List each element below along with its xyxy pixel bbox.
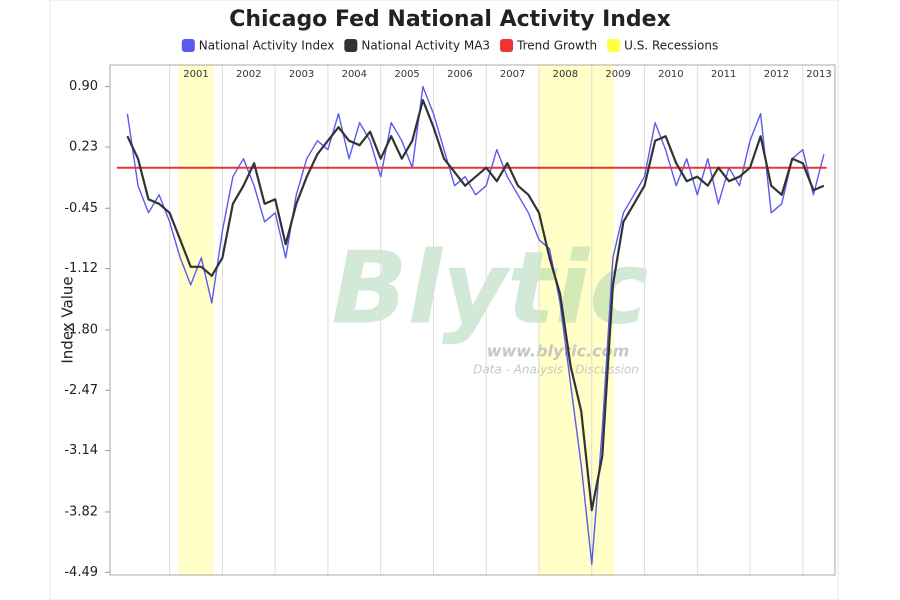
y-tick-label: 0.90 — [69, 79, 98, 94]
y-tick-label: -3.14 — [64, 443, 98, 458]
x-tick-label: 2013 — [806, 69, 831, 80]
watermark-brand: Blytic — [331, 229, 648, 346]
x-tick-label: 2004 — [342, 69, 367, 80]
y-tick-label: -1.12 — [64, 261, 98, 276]
legend-swatch — [181, 39, 195, 52]
y-tick-label: 0.23 — [69, 139, 98, 154]
y-tick-label: -1.80 — [64, 322, 98, 337]
watermark-tagline: Data - Analysis - Discussion — [473, 363, 639, 377]
legend: National Activity Index National Activity… — [181, 39, 718, 53]
x-tick-label: 2002 — [236, 69, 261, 80]
x-tick-label: 2011 — [711, 69, 736, 80]
recession-band — [537, 65, 614, 575]
x-tick-label: 2001 — [183, 69, 208, 80]
x-tick-label: 2009 — [605, 69, 630, 80]
recession-band — [178, 65, 214, 575]
chart-frame — [49, 0, 839, 600]
x-tick-label: 2006 — [447, 69, 472, 80]
plot-border — [109, 64, 836, 576]
x-tick-label: 2012 — [764, 69, 789, 80]
legend-swatch — [344, 39, 358, 52]
legend-swatch — [607, 39, 621, 52]
series-line — [126, 85, 825, 565]
y-tick-label: -4.49 — [64, 565, 98, 580]
chart-title: Chicago Fed National Activity Index — [229, 7, 671, 32]
legend-swatch — [500, 39, 514, 52]
y-axis-label: Index Value — [59, 276, 77, 363]
x-tick-label: 2008 — [553, 69, 578, 80]
y-tick-label: -2.47 — [64, 383, 98, 398]
legend-label: National Activity MA3 — [361, 39, 490, 53]
series-line — [126, 99, 825, 512]
x-tick-label: 2003 — [289, 69, 314, 80]
legend-label: U.S. Recessions — [624, 39, 718, 53]
legend-label: National Activity Index — [199, 39, 335, 53]
watermark-url: www.blytic.com — [487, 342, 630, 361]
legend-label: Trend Growth — [516, 39, 597, 53]
x-tick-label: 2007 — [500, 69, 525, 80]
x-tick-label: 2010 — [658, 69, 683, 80]
y-tick-label: -0.45 — [64, 201, 98, 216]
x-tick-label: 2005 — [394, 69, 419, 80]
y-tick-label: -3.82 — [64, 504, 98, 519]
